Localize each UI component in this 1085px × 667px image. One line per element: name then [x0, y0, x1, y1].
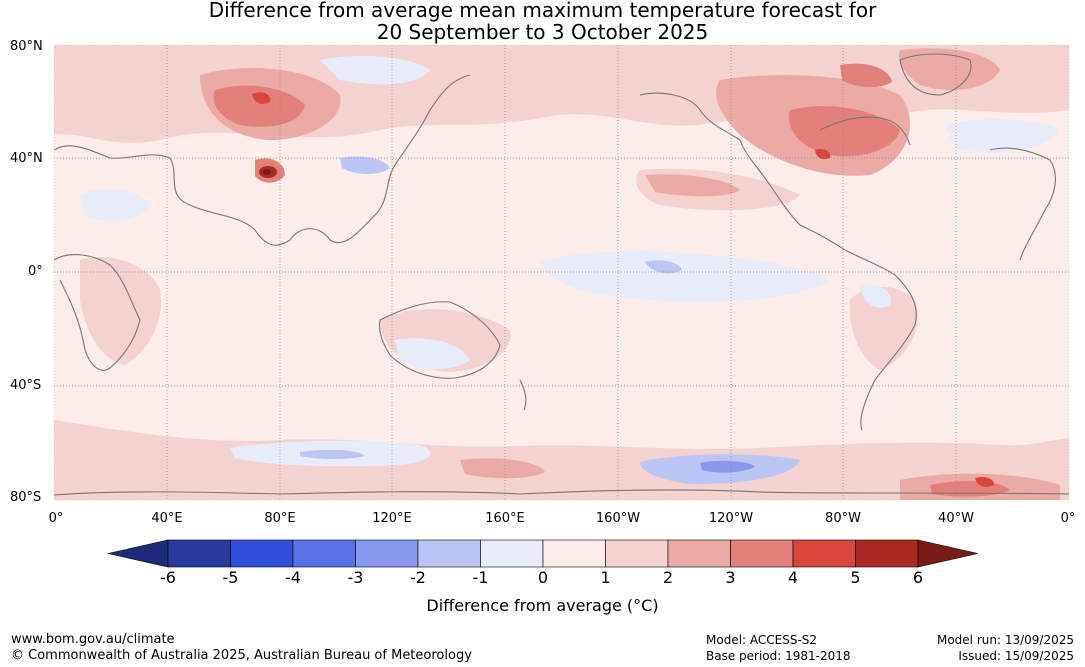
footer-issued: Issued: 15/09/2025 — [958, 649, 1074, 663]
colorbar-tick-label: -6 — [160, 568, 176, 587]
anomaly-arctic-cool — [320, 55, 430, 85]
colorbar-segment — [792, 539, 856, 568]
anomaly-antarctic-peak — [975, 476, 995, 487]
map-title-line2: 20 September to 3 October 2025 — [376, 20, 709, 44]
colorbar-tick-label: 4 — [787, 568, 799, 587]
footer-copyright: © Commonwealth of Australia 2025, Austra… — [11, 648, 472, 663]
lon-label-120w: 120°W — [708, 511, 754, 526]
anomaly-amazon-cool — [860, 284, 891, 308]
colorbar-tick-label: 5 — [850, 568, 861, 587]
colorbar-tick-label: -2 — [410, 568, 426, 587]
anomaly-pacific-patch — [645, 174, 740, 197]
map-frame — [53, 44, 1070, 501]
lat-label-80s: 80°S — [10, 490, 42, 505]
footer-model-run: Model run: 13/09/2025 — [936, 633, 1074, 647]
lon-label-40e: 40°E — [151, 511, 183, 526]
anomaly-southern-ocean — [460, 458, 545, 479]
graticule — [54, 45, 1069, 500]
lon-label-160e: 160°E — [485, 511, 525, 526]
colorbar-segment — [855, 539, 919, 568]
lat-label-40n: 40°N — [10, 151, 43, 166]
footer-url[interactable]: www.bom.gov.au/climate — [11, 632, 175, 647]
anomaly-siberia-core — [213, 85, 305, 127]
colorbar-tick-label: -3 — [347, 568, 364, 587]
colorbar-tick-label: 1 — [600, 568, 611, 587]
colorbar-tick-label: -4 — [285, 568, 301, 587]
lat-label-0: 0° — [28, 264, 43, 279]
anomaly-siberia-peak — [252, 92, 271, 104]
colorbar-tick-label: -1 — [472, 568, 489, 587]
anomaly-equatorial-pacific-cool — [540, 251, 830, 302]
anomaly-sahara-cool — [80, 189, 150, 221]
anomaly-south-america — [849, 286, 918, 370]
anomaly-north-atlantic-cool — [945, 118, 1060, 153]
colorbar-segment — [667, 539, 731, 568]
colorbar-segment — [542, 539, 606, 568]
lon-label-0-west: 0° — [48, 511, 64, 526]
lon-label-120e: 120°E — [372, 511, 412, 526]
anomaly-pacific-cool-core — [645, 260, 682, 274]
colorbar-segment — [230, 539, 294, 568]
colorbar-tick-label: 0 — [537, 568, 549, 587]
anomaly-southern-indian-cool-core — [300, 449, 365, 459]
lon-label-160w: 160°W — [595, 511, 641, 526]
colorbar-segment — [355, 539, 419, 568]
lat-label-40s: 40°S — [10, 378, 42, 393]
lon-label-40w: 40°W — [938, 511, 974, 526]
colorbar-segment — [480, 539, 544, 568]
footer-model: Model: ACCESS-S2 — [706, 633, 818, 647]
colorbar-label: Difference from average (°C) — [426, 596, 659, 615]
footer-base-period: Base period: 1981-2018 — [706, 649, 851, 663]
colorbar-segments — [107, 539, 979, 568]
anomaly-arctic-canada — [840, 63, 892, 88]
lon-label-0-east: 0° — [1060, 511, 1076, 526]
colorbar-extend-low — [107, 539, 169, 568]
colorbar-tick-label: -5 — [222, 568, 239, 587]
anomaly-ross-sea-cool-core — [700, 460, 755, 473]
anomaly-africa — [80, 256, 161, 365]
colorbar-extend-high — [917, 539, 979, 568]
colorbar-segment — [605, 539, 669, 568]
colorbar-tick-label: 6 — [912, 568, 924, 587]
colorbar-tick-label: 2 — [662, 568, 674, 587]
colorbar-segment — [167, 539, 231, 568]
lon-label-80e: 80°E — [264, 511, 296, 526]
colorbar-segment — [417, 539, 481, 568]
anomaly-max-core — [263, 169, 271, 175]
colorbar-segment — [730, 539, 794, 568]
map-title-line1: Difference from average mean maximum tem… — [208, 0, 877, 22]
colorbar-tick-label: 3 — [725, 568, 736, 587]
anomaly-band-south — [54, 420, 1069, 500]
lat-label-80n: 80°N — [10, 39, 43, 54]
anomaly-greenland — [898, 48, 1000, 90]
anomaly-field — [54, 45, 1069, 500]
lon-label-80w: 80°W — [825, 511, 861, 526]
anomaly-australia-cool — [395, 338, 470, 370]
colorbar-segment — [292, 539, 356, 568]
anomaly-canada-peak — [815, 148, 831, 160]
anomaly-canada-core — [789, 106, 900, 157]
anomaly-tibet-cool — [340, 156, 390, 174]
coastlines — [54, 53, 1069, 496]
